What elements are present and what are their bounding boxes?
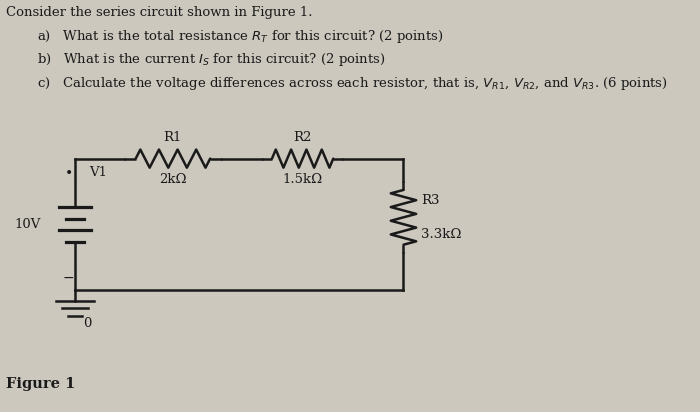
Text: R1: R1	[164, 131, 182, 144]
Text: Consider the series circuit shown in Figure 1.: Consider the series circuit shown in Fig…	[6, 6, 312, 19]
Text: 2kΩ: 2kΩ	[159, 173, 187, 186]
Text: R3: R3	[421, 194, 440, 207]
Text: Figure 1: Figure 1	[6, 377, 75, 391]
Text: 0: 0	[83, 317, 92, 330]
Text: 1.5kΩ: 1.5kΩ	[283, 173, 323, 186]
Text: 3.3kΩ: 3.3kΩ	[421, 227, 461, 241]
Text: V1: V1	[90, 166, 107, 179]
Text: a)   What is the total resistance $R_T$ for this circuit? (2 points): a) What is the total resistance $R_T$ fo…	[38, 28, 444, 45]
Text: 10V: 10V	[14, 218, 41, 231]
Text: c)   Calculate the voltage differences across each resistor, that is, $V_{R1}$, : c) Calculate the voltage differences acr…	[38, 75, 668, 92]
Text: b)   What is the current $I_S$ for this circuit? (2 points): b) What is the current $I_S$ for this ci…	[38, 52, 386, 68]
Text: •: •	[65, 166, 74, 180]
Text: R2: R2	[293, 131, 312, 144]
Text: −: −	[62, 271, 74, 285]
